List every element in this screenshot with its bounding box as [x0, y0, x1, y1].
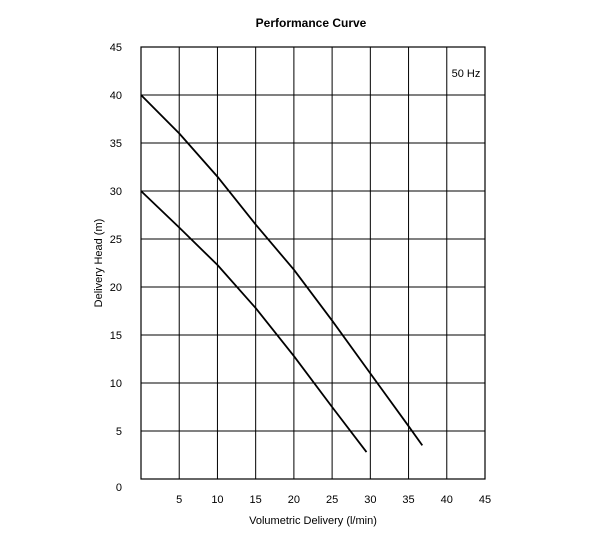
- x-tick-label: 30: [364, 494, 376, 506]
- y-tick-label: 40: [110, 90, 122, 102]
- y-tick-label: 25: [110, 234, 122, 246]
- x-tick-label: 40: [441, 494, 453, 506]
- x-tick-label: 5: [176, 494, 182, 506]
- x-tick-label: 15: [250, 494, 262, 506]
- grid: [141, 46, 486, 480]
- y-tick-label: 10: [110, 378, 122, 390]
- chart-title: Performance Curve: [256, 16, 367, 30]
- y-tick-label: 5: [116, 426, 122, 438]
- y-tick-label: 0: [116, 482, 122, 494]
- x-tick-label: 25: [326, 494, 338, 506]
- x-tick-label: 20: [288, 494, 300, 506]
- x-tick-label: 45: [479, 494, 491, 506]
- y-axis-label: Delivery Head (m): [93, 219, 105, 308]
- x-tick-label: 10: [211, 494, 223, 506]
- y-tick-labels: 0 5 10 15 20 25 30 35 40 45: [110, 42, 122, 494]
- series-line-1: [140, 94, 424, 446]
- x-axis-label: Volumetric Delivery (l/min): [249, 515, 377, 527]
- series-line-2: [140, 190, 368, 453]
- y-tick-label: 15: [110, 330, 122, 342]
- series-layer: [140, 94, 424, 453]
- y-tick-label: 30: [110, 186, 122, 198]
- y-tick-label: 35: [110, 138, 122, 150]
- y-tick-label: 20: [110, 282, 122, 294]
- x-tick-labels: 5 10 15 20 25 30 35 40 45: [176, 494, 491, 506]
- x-tick-label: 35: [402, 494, 414, 506]
- frequency-annotation: 50 Hz: [452, 68, 481, 80]
- plot-frame: [140, 46, 486, 480]
- y-tick-label: 45: [110, 42, 122, 54]
